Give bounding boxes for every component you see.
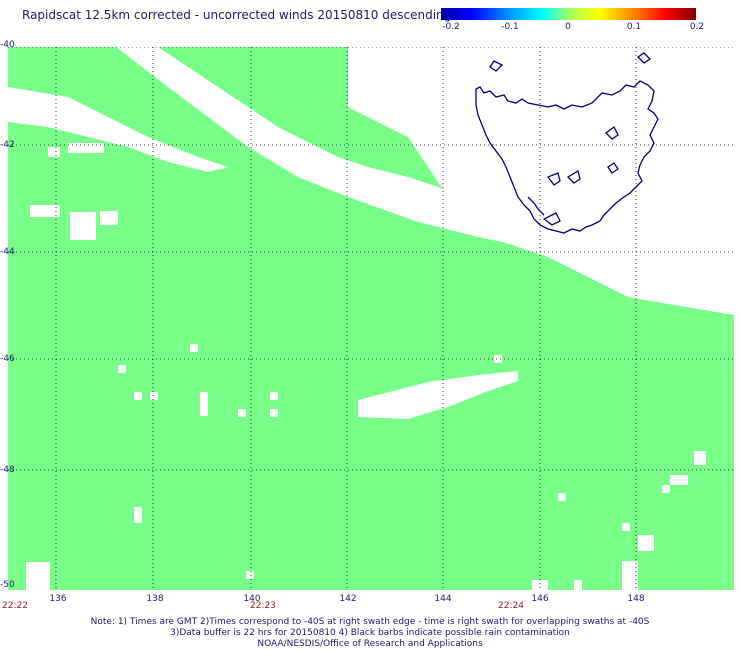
white-gaps bbox=[8, 47, 734, 590]
lon-label-138e: 138 bbox=[146, 594, 164, 604]
map-title: Rapidscat 12.5km corrected - uncorrected… bbox=[22, 8, 452, 22]
lat-label-46s: -46 bbox=[0, 354, 15, 364]
lon-label-148e: 148 bbox=[627, 594, 645, 604]
color-scale-label-3: 0 bbox=[565, 22, 571, 32]
time-label-middle: 22:23 bbox=[250, 601, 276, 611]
lon-label-142e: 142 bbox=[339, 594, 357, 604]
color-scale-label-1: -0.2 bbox=[442, 22, 460, 32]
lat-label-48s: -48 bbox=[0, 465, 15, 475]
color-scale-label-4: 0.1 bbox=[626, 22, 642, 32]
lat-label-44s: -44 bbox=[0, 247, 15, 257]
tasmania-coastline bbox=[475, 52, 659, 234]
color-scale-label-2: -0.1 bbox=[501, 22, 519, 32]
color-scale-label-5: 0.2 bbox=[689, 22, 705, 32]
lat-label-42s: -42 bbox=[0, 140, 15, 150]
time-label-right: 22:24 bbox=[498, 601, 524, 611]
lat-label-40s: -40 bbox=[0, 40, 15, 50]
wind-difference-map bbox=[8, 47, 734, 590]
graticule bbox=[8, 47, 734, 590]
lon-label-146e: 146 bbox=[531, 594, 549, 604]
time-label-left: 22:22 bbox=[2, 601, 28, 611]
footnote-credit: NOAA/NESDIS/Office of Research and Appli… bbox=[257, 639, 483, 649]
footnote-line-2: 3)Data buffer is 22 hrs for 20150810 4) … bbox=[170, 628, 570, 638]
lon-label-140e: 140 bbox=[243, 594, 261, 604]
color-scale-bar bbox=[441, 8, 696, 20]
lat-label-50s: -50 bbox=[0, 580, 15, 590]
lon-label-144e: 144 bbox=[434, 594, 452, 604]
footnote-line-1: Note: 1) Times are GMT 2)Times correspon… bbox=[90, 617, 650, 627]
lon-label-136e: 136 bbox=[49, 594, 67, 604]
wind-data-field bbox=[8, 47, 734, 590]
